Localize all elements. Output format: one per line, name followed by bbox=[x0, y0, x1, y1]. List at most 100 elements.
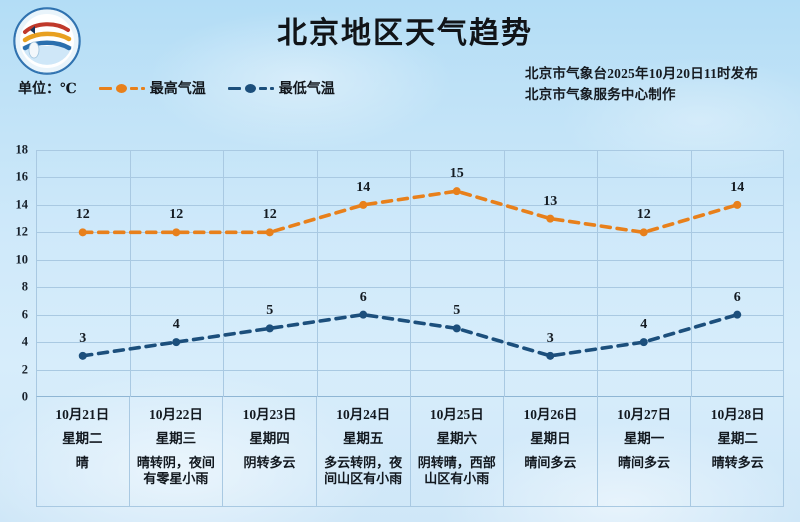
forecast-condition: 多云转阴，夜间山区有小雨 bbox=[324, 455, 403, 487]
forecast-date: 10月24日 bbox=[336, 407, 391, 422]
data-label: 13 bbox=[543, 193, 558, 209]
forecast-condition: 晴 bbox=[75, 455, 89, 471]
page-title: 北京地区天气趋势 bbox=[277, 17, 533, 50]
y-axis-tick: 16 bbox=[15, 169, 29, 184]
gridline-vertical bbox=[690, 150, 692, 397]
y-axis-tick: 14 bbox=[15, 197, 29, 212]
data-label: 14 bbox=[356, 179, 371, 195]
data-point-marker bbox=[265, 324, 274, 333]
data-label: 6 bbox=[733, 289, 741, 305]
gridline-vertical bbox=[597, 150, 598, 397]
forecast-date: 10月28日 bbox=[710, 407, 765, 422]
data-label: 5 bbox=[453, 303, 461, 319]
forecast-date: 10月26日 bbox=[523, 407, 578, 422]
y-axis-tick: 4 bbox=[21, 334, 28, 349]
forecast-condition: 阴转晴，西部山区有小雨 bbox=[417, 455, 496, 487]
data-point-marker bbox=[639, 228, 648, 237]
y-axis-tick: 0 bbox=[21, 389, 28, 404]
forecast-date: 10月21日 bbox=[55, 407, 110, 422]
gridline-vertical bbox=[503, 150, 505, 397]
y-axis-tick: 10 bbox=[15, 252, 29, 267]
y-axis-tick-labels: 0 2 4 6 8 10 12 14 16 18 bbox=[0, 143, 32, 404]
data-point-marker bbox=[172, 228, 181, 237]
data-point-marker bbox=[359, 200, 368, 209]
data-label: 14 bbox=[730, 179, 745, 195]
y-axis-tick: 8 bbox=[21, 279, 28, 294]
forecast-condition: 晴转多云 bbox=[711, 455, 764, 471]
beijing-meteorological-service-logo bbox=[13, 7, 81, 75]
data-point-marker bbox=[172, 338, 181, 347]
forecast-weekday: 星期六 bbox=[436, 430, 478, 446]
legend-swatch-low-icon bbox=[227, 83, 274, 94]
data-label: 4 bbox=[640, 317, 648, 333]
series-lines-layer bbox=[78, 187, 742, 360]
forecast-condition: 晴转阴，夜间有零星小雨 bbox=[136, 455, 215, 487]
data-label: 3 bbox=[546, 330, 554, 346]
forecast-weekday: 星期三 bbox=[155, 430, 197, 446]
forecast-table: 10月21日 星期二晴 10月22日 星期三 晴转阴，夜间有零星小雨 10月23日 星期四阴… bbox=[36, 397, 784, 507]
data-point-marker bbox=[452, 324, 461, 333]
forecast-date: 10月22日 bbox=[148, 407, 203, 422]
legend-label-high: 最高气温 bbox=[149, 82, 206, 97]
forecast-condition: 晴间多云 bbox=[618, 455, 671, 471]
data-label: 5 bbox=[266, 303, 274, 319]
data-point-marker bbox=[78, 228, 87, 237]
forecast-weekday: 星期五 bbox=[342, 430, 384, 446]
forecast-weekday: 星期二 bbox=[717, 430, 758, 446]
forecast-column: 10月26日 星期日晴间多云 bbox=[504, 397, 598, 507]
unit-label: 单位：℃ bbox=[18, 82, 77, 97]
y-axis-tick: 18 bbox=[15, 142, 29, 157]
data-label: 4 bbox=[172, 317, 180, 333]
data-point-marker bbox=[733, 310, 742, 319]
forecast-weekday: 星期一 bbox=[623, 430, 665, 446]
publisher-info: 北京市气象台2025年10月20日11时发布 北京市气象服务中心制作 bbox=[525, 64, 758, 106]
forecast-date: 10月23日 bbox=[242, 407, 297, 422]
gridline-vertical bbox=[223, 150, 224, 397]
publisher-producer-line: 北京市气象服务中心制作 bbox=[525, 86, 676, 102]
data-point-marker bbox=[78, 351, 87, 360]
gridline-vertical bbox=[410, 150, 411, 397]
data-label: 12 bbox=[169, 207, 184, 223]
series-line-low bbox=[80, 312, 740, 358]
data-label: 15 bbox=[449, 166, 464, 182]
forecast-column: 10月23日 星期四阴转多云 bbox=[223, 397, 317, 507]
data-label: 12 bbox=[262, 207, 277, 223]
data-point-marker bbox=[546, 351, 555, 360]
forecast-weekday: 星期四 bbox=[249, 430, 290, 446]
data-label: 12 bbox=[636, 207, 651, 223]
data-point-marker bbox=[265, 228, 274, 237]
data-label: 12 bbox=[75, 207, 90, 223]
data-label: 3 bbox=[79, 330, 87, 346]
forecast-column: 10月28日 星期二晴转多云 bbox=[691, 397, 784, 507]
y-axis-tick: 6 bbox=[21, 307, 28, 322]
data-label: 6 bbox=[359, 289, 367, 305]
forecast-column: 10月21日 星期二晴 bbox=[36, 397, 130, 507]
y-axis-tick: 2 bbox=[21, 362, 28, 377]
temperature-trend-chart: 12 12 12 14 15 13 12 14 3 4 5 6 5 3 4 6 bbox=[36, 150, 784, 397]
forecast-weekday: 星期日 bbox=[530, 430, 571, 446]
forecast-weekday: 星期二 bbox=[62, 430, 103, 446]
legend-item-high: 最高气温 bbox=[98, 78, 206, 98]
forecast-condition: 阴转多云 bbox=[243, 455, 296, 471]
legend-swatch-high-icon bbox=[98, 83, 145, 94]
forecast-column: 10月27日 星期一晴间多云 bbox=[598, 397, 692, 507]
forecast-column: 10月25日 星期六阴转晴，西部山区有小雨 bbox=[411, 397, 505, 507]
forecast-column: 10月24日 星期五多云转阴，夜间山区有小雨 bbox=[317, 397, 411, 507]
gridline-vertical bbox=[316, 150, 318, 397]
gridline-vertical bbox=[129, 150, 131, 397]
y-axis-tick: 12 bbox=[15, 224, 29, 239]
forecast-date: 10月27日 bbox=[617, 407, 672, 422]
data-point-marker bbox=[546, 214, 555, 223]
forecast-condition: 晴间多云 bbox=[524, 455, 577, 471]
publisher-issue-line: 北京市气象台2025年10月20日11时发布 bbox=[525, 66, 759, 81]
forecast-date: 10月25日 bbox=[429, 407, 484, 422]
chart-legend: 单位：℃ 最高气温 最低气温 bbox=[18, 78, 335, 98]
data-point-marker bbox=[452, 187, 461, 196]
data-point-marker bbox=[733, 200, 742, 209]
forecast-column: 10月22日 星期三晴转阴，夜间有零星小雨 bbox=[130, 397, 224, 507]
data-point-marker bbox=[639, 338, 648, 347]
legend-label-low: 最低气温 bbox=[278, 82, 335, 97]
data-point-marker bbox=[359, 310, 368, 319]
legend-item-low: 最低气温 bbox=[227, 78, 335, 98]
